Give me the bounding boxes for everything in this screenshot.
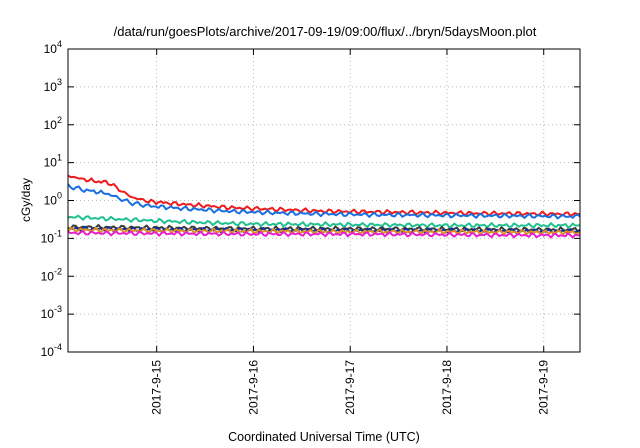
x-axis-label: Coordinated Universal Time (UTC) bbox=[228, 430, 420, 444]
series-line bbox=[67, 214, 581, 229]
y-tick-label: 104 bbox=[44, 39, 62, 56]
y-tick-label: 10-3 bbox=[41, 304, 62, 321]
y-tick-label: 10-2 bbox=[41, 266, 62, 283]
x-tick-label: 2017-9-19 bbox=[537, 360, 551, 415]
y-axis-label: cGy/day bbox=[19, 178, 33, 222]
series-line bbox=[67, 183, 581, 220]
grid bbox=[68, 49, 580, 352]
y-tick-label: 102 bbox=[44, 115, 62, 132]
y-tick-label: 101 bbox=[44, 153, 62, 170]
series-line bbox=[67, 174, 581, 217]
y-tick-label: 10-4 bbox=[41, 342, 62, 359]
y-tick-label: 103 bbox=[44, 77, 62, 94]
y-tick-label: 10-1 bbox=[41, 228, 62, 245]
series-line bbox=[67, 230, 581, 239]
x-tick-label: 2017-9-16 bbox=[246, 360, 260, 415]
series-lines bbox=[67, 174, 581, 239]
x-tick-labels: 2017-9-15 2017-9-16 2017-9-17 2017-9-18 2017… bbox=[150, 360, 551, 415]
x-tick-label: 2017-9-15 bbox=[150, 360, 164, 415]
axis-ticks bbox=[68, 48, 580, 353]
series-line bbox=[67, 226, 581, 236]
chart-title: /data/run/goesPlots/archive/2017-09-19/0… bbox=[114, 24, 537, 39]
x-tick-label: 2017-9-17 bbox=[343, 360, 357, 415]
y-tick-label: 100 bbox=[44, 191, 62, 208]
x-tick-label: 2017-9-18 bbox=[440, 360, 454, 415]
y-tick-labels: 10-4 10-3 10-2 10-1 100 101 102 103 104 bbox=[41, 39, 62, 359]
